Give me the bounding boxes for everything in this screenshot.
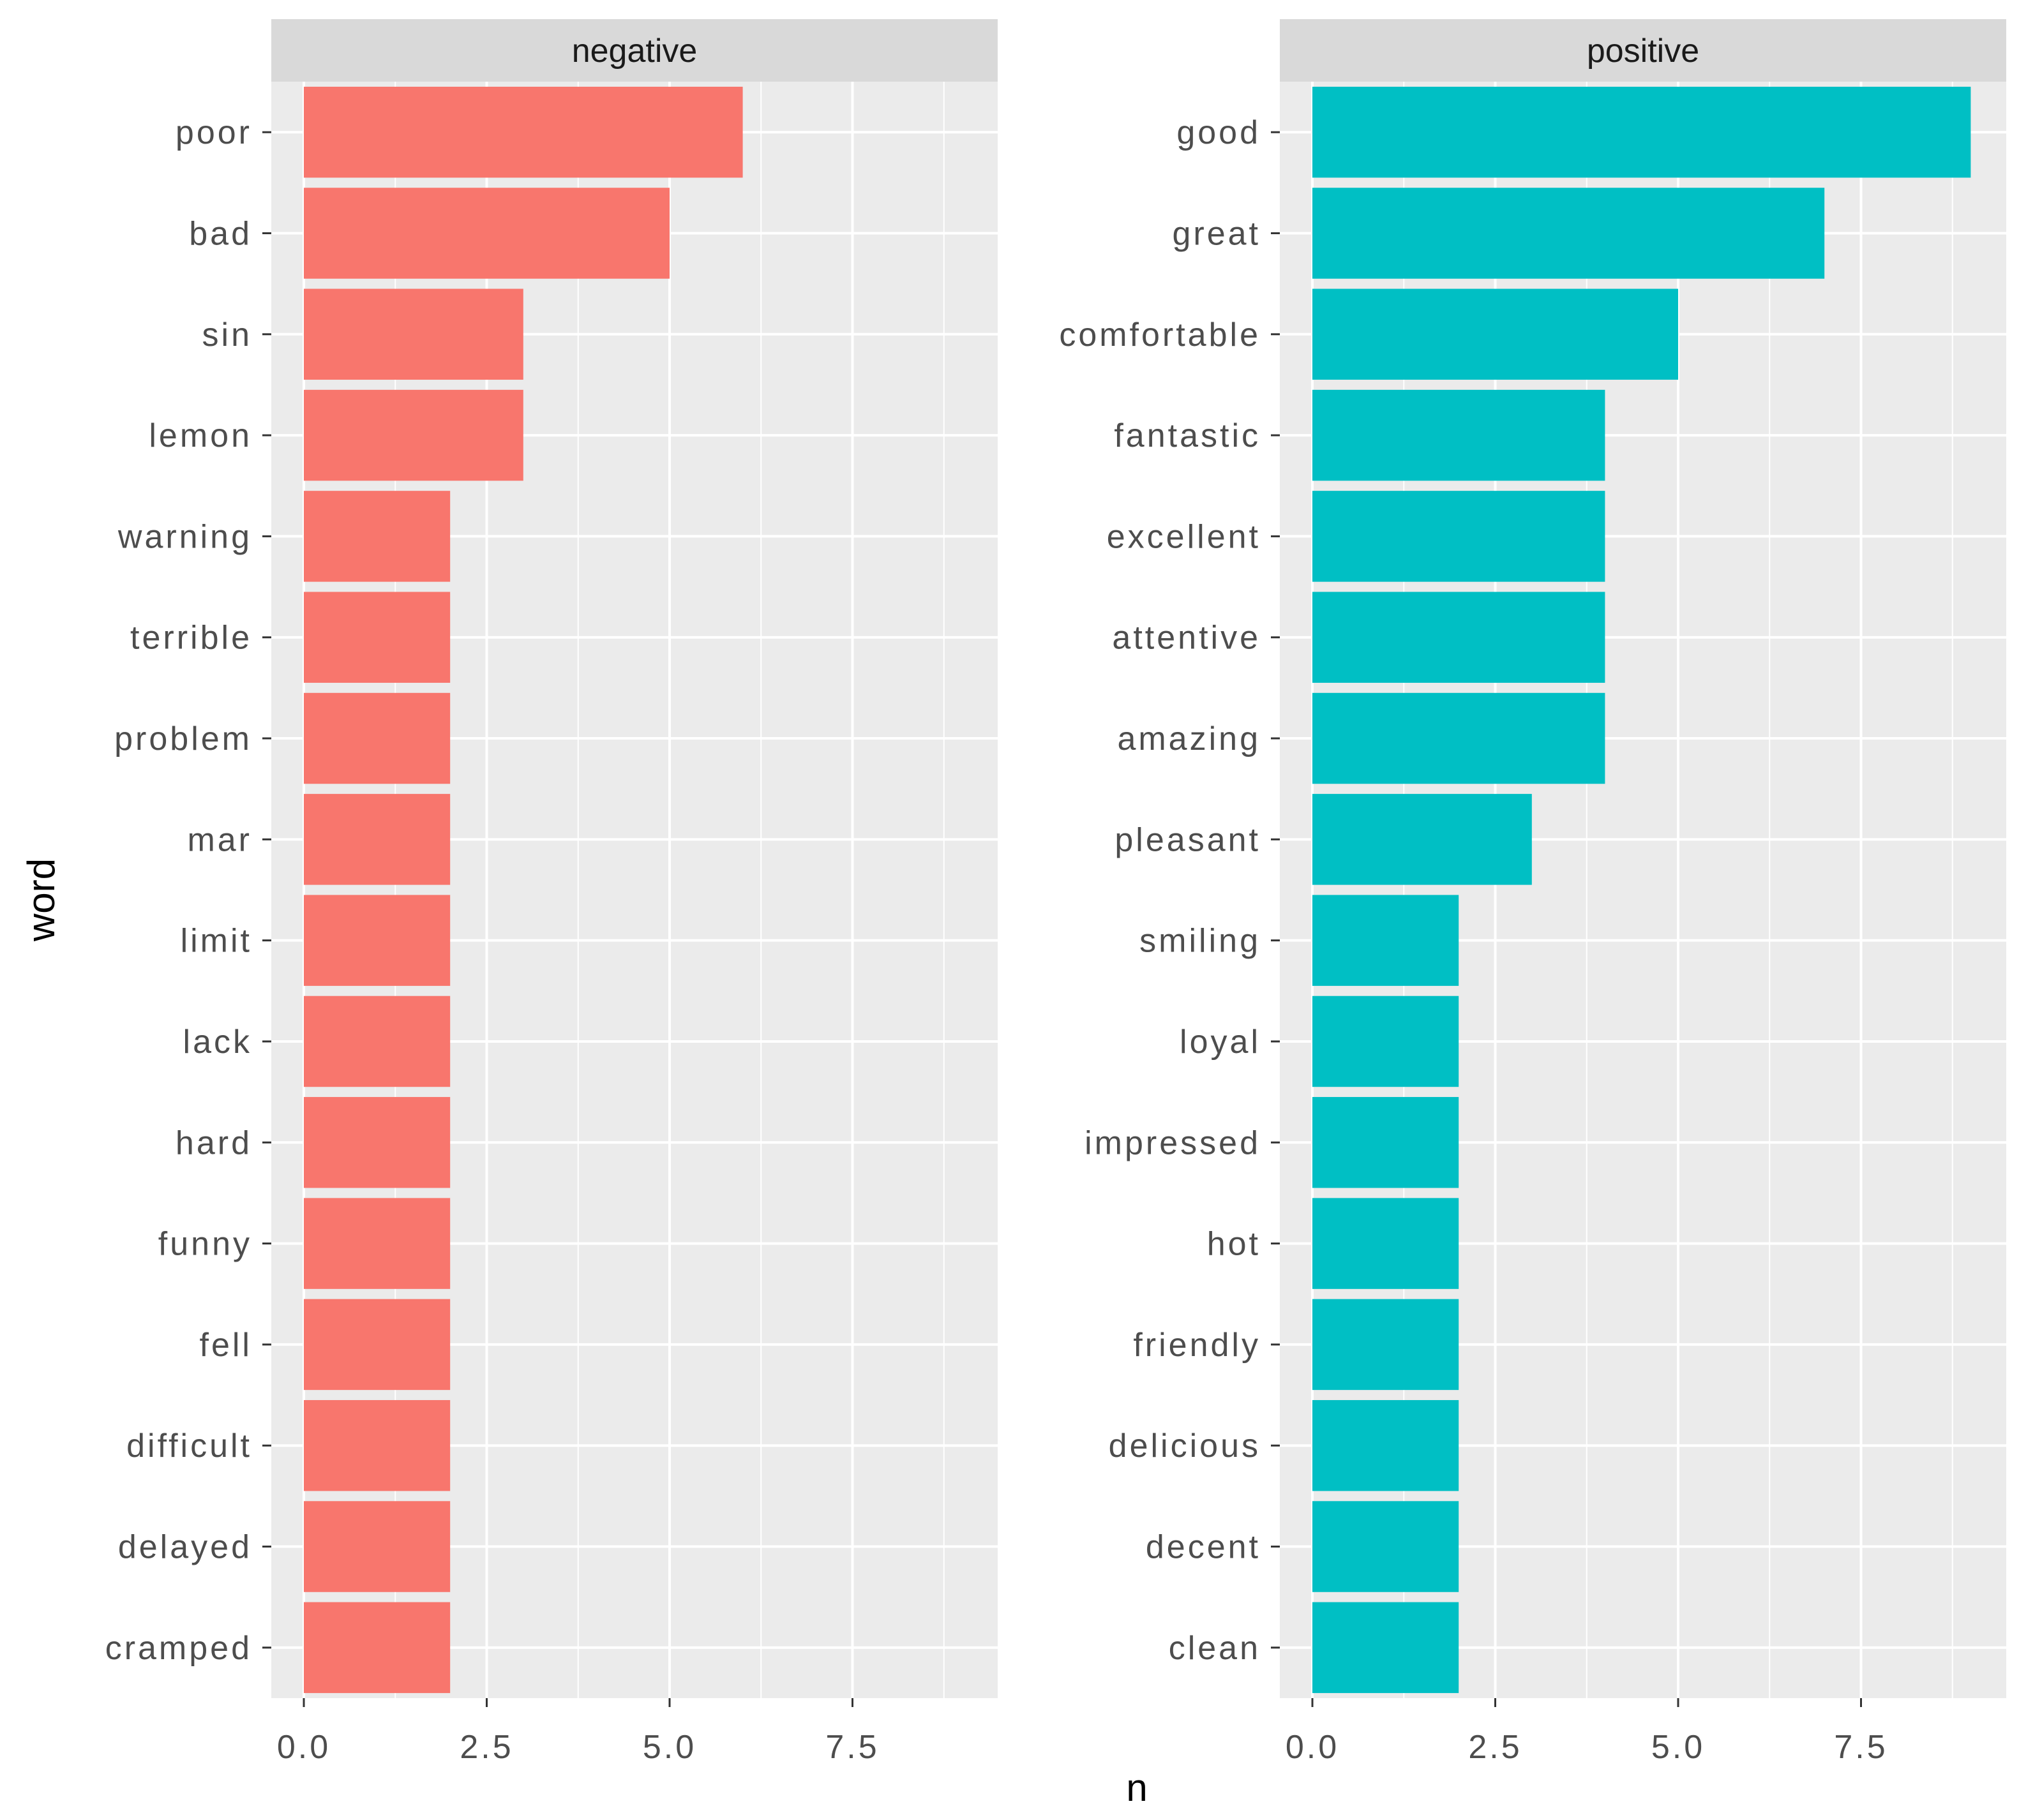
y-tick-label: fell <box>200 1327 252 1364</box>
x-tick-label: 2.5 <box>460 1729 513 1766</box>
x-axis-title: n <box>1126 1766 1147 1809</box>
x-tick-label: 0.0 <box>277 1729 331 1766</box>
y-tick-label: fantastic <box>1114 417 1261 454</box>
bar-fell <box>304 1299 451 1391</box>
bar-hard <box>304 1097 451 1188</box>
y-tick-label: delayed <box>118 1529 252 1566</box>
bar-problem <box>304 692 451 784</box>
bar-good <box>1312 86 1971 178</box>
y-tick-label: pleasant <box>1115 821 1261 858</box>
y-tick-label: lack <box>183 1024 252 1061</box>
bar-lemon <box>304 389 523 481</box>
facet-strip <box>1280 19 2006 82</box>
y-tick-label: limit <box>181 923 252 960</box>
bar-hot <box>1312 1198 1459 1289</box>
bar-warning <box>304 491 451 582</box>
y-tick-label: great <box>1172 215 1261 252</box>
bar-fantastic <box>1312 389 1605 481</box>
bar-cramped <box>304 1602 451 1694</box>
y-tick-label: poor <box>176 114 252 151</box>
bar-delayed <box>304 1501 451 1592</box>
bar-great <box>1312 188 1825 279</box>
y-tick-label: smiling <box>1139 923 1261 960</box>
y-tick-label: funny <box>158 1226 252 1263</box>
bar-clean <box>1312 1602 1459 1694</box>
chart-panels: negative poor bad sin lemon warning terrible pr… <box>105 19 2006 1766</box>
y-tick-label: excellent <box>1107 518 1261 555</box>
bar-sin <box>304 288 523 380</box>
x-tick-label: 7.5 <box>1834 1729 1888 1766</box>
y-tick-label: mar <box>187 821 252 858</box>
bar-bad <box>304 188 670 279</box>
bar-difficult <box>304 1399 451 1491</box>
y-tick-label: terrible <box>130 620 252 657</box>
facet-strip <box>271 19 998 82</box>
bar-friendly <box>1312 1299 1459 1391</box>
facet-strip-label: negative <box>572 33 698 70</box>
y-tick-label: attentive <box>1112 620 1261 657</box>
bar-decent <box>1312 1501 1459 1592</box>
bar-lack <box>304 996 451 1087</box>
x-tick-label: 5.0 <box>1651 1729 1705 1766</box>
x-tick-label: 7.5 <box>825 1729 879 1766</box>
bar-comfortable <box>1312 288 1678 380</box>
bar-excellent <box>1312 491 1605 582</box>
x-tick-label: 5.0 <box>643 1729 696 1766</box>
y-tick-label: problem <box>114 720 252 757</box>
y-tick-label: difficult <box>126 1428 252 1465</box>
y-tick-label: impressed <box>1085 1124 1261 1161</box>
bar-impressed <box>1312 1097 1459 1188</box>
facet-strip-label: positive <box>1587 33 1699 70</box>
y-tick-label: cramped <box>105 1630 252 1667</box>
bar-loyal <box>1312 996 1459 1087</box>
y-tick-label: hard <box>176 1124 252 1161</box>
y-tick-label: bad <box>189 215 252 252</box>
y-tick-label: loyal <box>1180 1024 1261 1061</box>
bar-terrible <box>304 592 451 683</box>
y-tick-label: sin <box>202 317 252 354</box>
y-tick-label: clean <box>1169 1630 1261 1667</box>
x-tick-label: 2.5 <box>1468 1729 1522 1766</box>
bar-amazing <box>1312 692 1605 784</box>
y-tick-label: decent <box>1146 1529 1261 1566</box>
y-tick-label: warning <box>117 518 252 555</box>
y-tick-label: comfortable <box>1059 317 1261 354</box>
bar-limit <box>304 895 451 986</box>
bar-mar <box>304 794 451 885</box>
bar-pleasant <box>1312 794 1532 885</box>
y-tick-label: delicious <box>1109 1428 1261 1465</box>
y-tick-label: amazing <box>1117 720 1261 757</box>
y-tick-label: friendly <box>1133 1327 1261 1364</box>
y-tick-label: good <box>1176 114 1261 151</box>
x-tick-label: 0.0 <box>1286 1729 1339 1766</box>
bar-attentive <box>1312 592 1605 683</box>
bar-poor <box>304 86 743 178</box>
y-tick-label: hot <box>1207 1226 1261 1263</box>
facet-panel-positive: positive good great comfortable fantastic exc… <box>1059 19 2006 1766</box>
y-tick-label: lemon <box>149 417 252 454</box>
bar-smiling <box>1312 895 1459 986</box>
facet-panel-negative: negative poor bad sin lemon warning terrible pr… <box>105 19 998 1766</box>
bar-delicious <box>1312 1399 1459 1491</box>
y-axis-title: word <box>20 858 63 942</box>
bar-funny <box>304 1198 451 1289</box>
